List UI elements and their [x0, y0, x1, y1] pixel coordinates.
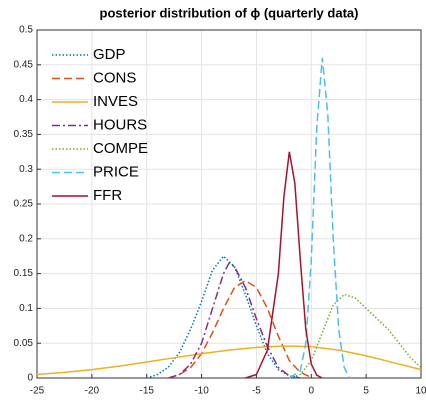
y-tick-label: 0.2: [19, 233, 33, 244]
x-tick-label: 5: [363, 386, 369, 397]
legend-label: GDP: [93, 46, 126, 63]
y-tick-label: 0.4: [19, 94, 33, 105]
series-line: [36, 345, 422, 376]
y-tick-label: 0.05: [14, 338, 34, 349]
series-line: [245, 151, 323, 379]
y-tick-label: 0.1: [19, 303, 33, 314]
series-line: [288, 57, 351, 379]
axes-box: [36, 29, 422, 379]
legend-label: HOURS: [93, 116, 147, 133]
y-tick-label: 0.15: [14, 268, 34, 279]
x-tick-label: 0: [309, 386, 315, 397]
chart-title: posterior distribution of ϕ (quarterly d…: [100, 5, 359, 20]
y-tick-label: 0.45: [14, 59, 34, 70]
y-tick-label: 0.25: [14, 199, 34, 210]
legend-label: INVES: [93, 93, 138, 110]
legend-label: PRICE: [93, 163, 139, 180]
legend-label: CONS: [93, 69, 136, 86]
series-line: [146, 255, 301, 379]
y-tick-label: 0.5: [19, 25, 33, 36]
y-tick-label: 0.3: [19, 164, 33, 175]
x-tick-label: -5: [252, 386, 261, 397]
series-line: [168, 262, 301, 379]
y-tick-label: 0.35: [14, 129, 34, 140]
x-tick-label: -25: [30, 386, 45, 397]
x-tick-label: 10: [415, 386, 426, 397]
series-line: [168, 279, 312, 379]
x-tick-label: -15: [139, 386, 154, 397]
x-tick-label: -10: [194, 386, 209, 397]
x-tick-label: -20: [85, 386, 100, 397]
y-tick-label: 0: [27, 373, 33, 384]
legend-label: FFR: [93, 187, 122, 204]
legend-label: COMPE: [93, 140, 148, 157]
